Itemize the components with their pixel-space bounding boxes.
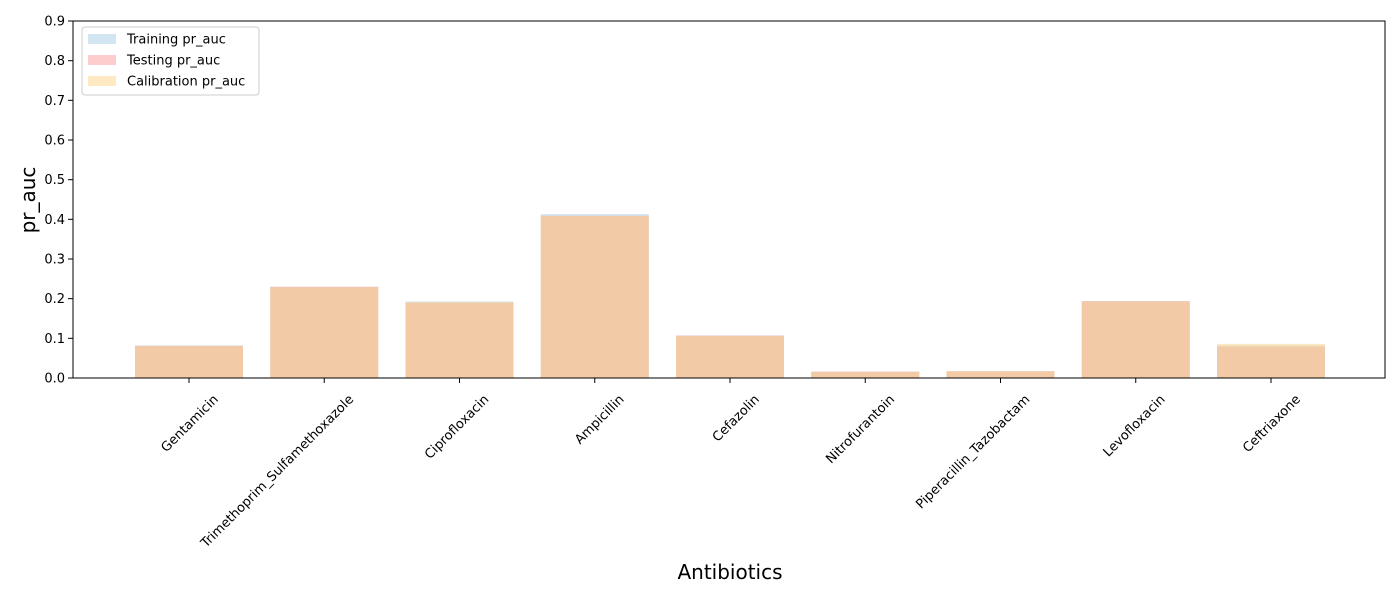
- x-tick-label: Ceftriaxone: [1240, 392, 1304, 456]
- bar-3-9: [1217, 343, 1325, 378]
- bar-3-7: [946, 371, 1055, 378]
- x-tick-label: Piperacillin_Tazobactam: [913, 392, 1033, 512]
- legend-swatch: [88, 76, 116, 86]
- bar-3-6: [811, 372, 920, 378]
- y-tick-label: 0.1: [44, 332, 65, 347]
- bar-3-3: [405, 302, 514, 378]
- x-tick-label: Ampicillin: [572, 392, 627, 447]
- plot-frame: [72, 20, 1386, 379]
- y-tick-label: 0.8: [44, 54, 65, 69]
- y-tick-label: 0.9: [44, 15, 65, 30]
- bar-3-4: [540, 216, 649, 378]
- x-tick-label: Nitrofurantoin: [823, 392, 898, 467]
- x-tick-label: Trimethoprim_Sulfamethoxazole: [198, 392, 357, 551]
- legend-items: Training pr_auc Testing pr_auc Calibration…: [88, 33, 245, 90]
- y-tick-label: 0.7: [44, 94, 65, 109]
- legend-box: [81, 26, 260, 96]
- legend: Training pr_auc Testing pr_auc Calibration…: [81, 26, 260, 96]
- y-tick-label: 0.2: [44, 292, 65, 307]
- x-tick-label: Cefazolin: [710, 392, 763, 445]
- x-axis-title: Antibiotics: [677, 560, 782, 584]
- bar-3-1: [135, 346, 243, 378]
- y-tick-label: 0.3: [44, 253, 65, 268]
- bar-3-5: [676, 335, 784, 378]
- x-tick-label: Levofloxacin: [1101, 392, 1169, 460]
- x-tick-label: Gentamicin: [158, 392, 221, 455]
- legend-swatch: [88, 34, 116, 44]
- legend-label: Calibration pr_auc: [127, 75, 245, 90]
- y-tick-label: 0.4: [44, 213, 65, 228]
- y-tick-label: 0.5: [44, 173, 65, 188]
- y-axis-title: pr_auc: [16, 167, 40, 234]
- bars-layer: [135, 214, 1325, 378]
- y-tick-label: 0.0: [44, 372, 65, 387]
- y-axis-ticks: 0.0 0.1 0.2 0.3 0.4 0.5 0.6 0.7 0.8 0.9: [44, 15, 73, 387]
- x-tick-label: Ciprofloxacin: [422, 392, 492, 462]
- legend-label: Testing pr_auc: [126, 54, 220, 69]
- bar-3-8: [1081, 301, 1190, 378]
- legend-swatch: [88, 55, 116, 65]
- y-tick-label: 0.6: [44, 134, 65, 149]
- legend-label: Training pr_auc: [126, 33, 226, 48]
- bar-3-2: [270, 287, 379, 378]
